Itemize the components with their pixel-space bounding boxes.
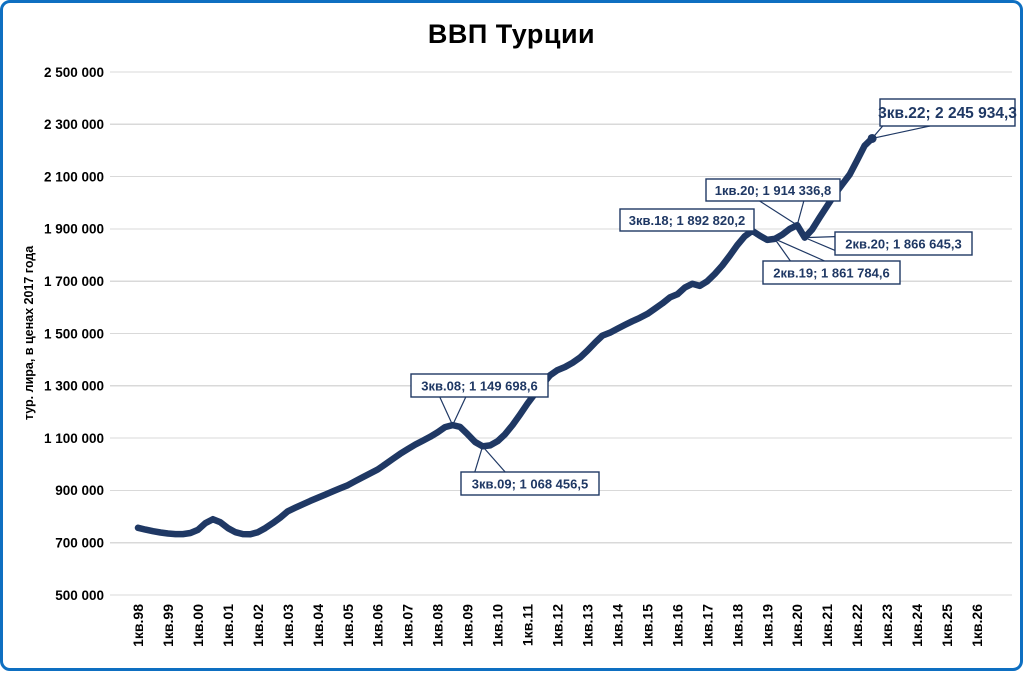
x-tick-label: 1кв.02 — [250, 604, 266, 647]
x-tick-label: 1кв.17 — [699, 604, 715, 647]
x-tick-label: 1кв.11 — [520, 604, 536, 646]
y-tick-label: 2 300 000 — [44, 117, 104, 132]
x-tick-label: 1кв.99 — [160, 604, 176, 647]
annotation-leader — [796, 200, 805, 226]
annotation-leader — [474, 446, 484, 473]
x-tick-label: 1кв.21 — [819, 604, 835, 647]
annotation-leader — [774, 238, 825, 262]
gdp-line-chart: 500 000 700 000 900 000 1 100 000 1 300 000 1… — [22, 65, 1017, 647]
y-tick-label: 2 100 000 — [44, 169, 104, 184]
annotation-leader — [452, 396, 467, 426]
annotation-label: 2кв.19; 1 861 784,6 — [773, 265, 889, 280]
annotation-leader — [759, 200, 798, 226]
x-tick-label: 1кв.23 — [879, 604, 895, 647]
x-tick-label: 1кв.25 — [939, 604, 955, 647]
chart-title: ВВП Турции — [427, 19, 596, 49]
x-tick-label: 1кв.05 — [340, 604, 356, 647]
x-tick-label: 1кв.18 — [729, 604, 745, 647]
y-tick-label: 500 000 — [55, 588, 104, 603]
y-tick-label: 1 100 000 — [44, 431, 104, 446]
x-tick-label: 1кв.20 — [789, 604, 805, 647]
annotation-box — [705, 178, 841, 202]
gdp-line — [134, 135, 876, 538]
x-tick-label: 1кв.10 — [490, 604, 506, 647]
annotation-label: 2кв.20; 1 866 645,3 — [845, 236, 961, 251]
x-tick-label: 1кв.07 — [400, 604, 416, 647]
annotation-leader — [439, 396, 454, 426]
x-tick-label: 1кв.26 — [969, 604, 985, 647]
annotation-box — [619, 208, 755, 232]
annotation-label: 3кв.18; 1 892 820,2 — [629, 213, 745, 228]
x-tick-label: 1кв.01 — [220, 604, 236, 647]
y-axis-title: тур. лира, в ценах 2017 года — [22, 245, 36, 420]
x-tick-label: 1кв.16 — [669, 604, 685, 647]
annotation-leader — [804, 237, 836, 251]
x-tick-label: 1кв.00 — [190, 604, 206, 647]
annotation-leader — [774, 238, 791, 262]
x-tick-label: 1кв.08 — [430, 604, 446, 647]
x-tick-label: 1кв.12 — [550, 604, 566, 647]
annotation-label: 3кв.09; 1 068 456,5 — [472, 476, 588, 491]
x-tick-label: 1кв.24 — [909, 604, 925, 647]
y-tick-label: 1 300 000 — [44, 379, 104, 394]
y-tick-label: 1 500 000 — [44, 326, 104, 341]
annotation-box — [834, 231, 973, 256]
x-tick-label: 1кв.19 — [759, 604, 775, 647]
annotation-leader — [871, 125, 884, 139]
annotation-box — [879, 98, 1016, 127]
annotation-leader — [482, 445, 506, 473]
annotation-leader — [872, 125, 931, 140]
x-tick-label: 1кв.06 — [370, 604, 386, 647]
x-tick-label: 1кв.15 — [639, 604, 655, 647]
y-tick-label: 1 700 000 — [44, 274, 104, 289]
x-tick-label: 1кв.13 — [579, 604, 595, 647]
x-tick-label: 1кв.09 — [460, 604, 476, 647]
y-tick-label: 2 500 000 — [44, 65, 104, 80]
y-tick-label: 1 900 000 — [44, 222, 104, 237]
annotation-box — [410, 373, 549, 398]
x-tick-label: 1кв.14 — [609, 604, 625, 647]
x-tick-label: 1кв.03 — [280, 604, 296, 647]
x-tick-label: 1кв.04 — [310, 604, 326, 647]
y-tick-label: 900 000 — [55, 483, 104, 498]
annotation-leader — [804, 236, 836, 239]
y-tick-label: 700 000 — [55, 536, 104, 551]
annotation-label: 1кв.20; 1 914 336,8 — [715, 183, 831, 198]
x-tick-label: 1кв.22 — [849, 604, 865, 647]
annotation-box — [762, 260, 901, 285]
annotation-label: 3кв.22; 2 245 934,3 — [878, 105, 1017, 122]
annotation-box — [460, 471, 600, 496]
annotation-label: 3кв.08; 1 149 698,6 — [421, 378, 537, 393]
x-tick-label: 1кв.98 — [130, 604, 146, 647]
